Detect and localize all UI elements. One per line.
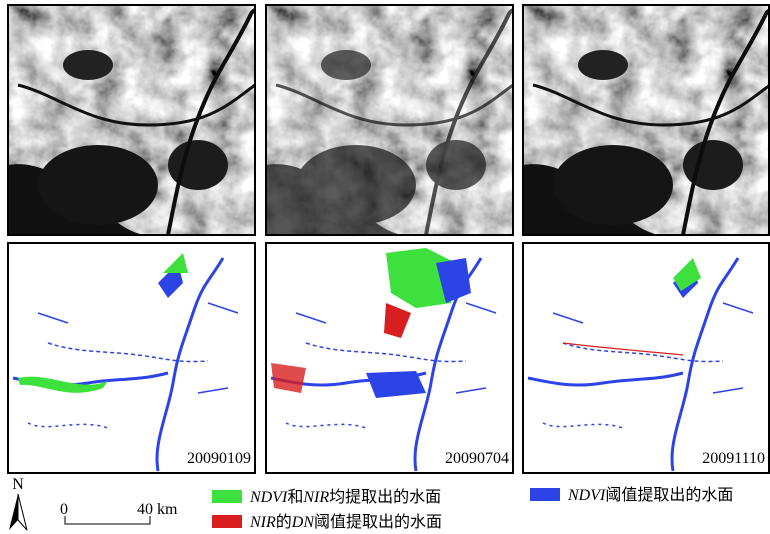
scale-end: 40 km	[137, 501, 178, 518]
north-arrow: N	[9, 476, 27, 530]
water-maps: 20090109 20090704 20091110	[8, 243, 770, 473]
legend-label: NDVI阈值提取出的水面	[567, 486, 733, 504]
scale-bar: 0 40 km	[60, 501, 178, 524]
figure: 20090109 20090704 20091110 N 0 40 km NDV…	[0, 0, 770, 534]
satellite-images	[8, 5, 770, 235]
date-label: 20091110	[702, 450, 765, 467]
legend-label: NDVI和NIR均提取出的水面	[249, 488, 441, 506]
legend-swatch	[212, 490, 242, 503]
scale-start: 0	[60, 501, 68, 518]
north-label: N	[12, 476, 24, 493]
legend: NDVI和NIR均提取出的水面 NIR的DN阈值提取出的水面 NDVI阈值提取出…	[212, 486, 733, 531]
date-label: 20090109	[187, 450, 251, 467]
legend-swatch	[212, 515, 242, 528]
legend-swatch	[530, 488, 560, 501]
legend-label: NIR的DN阈值提取出的水面	[249, 513, 442, 531]
date-label: 20090704	[445, 450, 509, 467]
